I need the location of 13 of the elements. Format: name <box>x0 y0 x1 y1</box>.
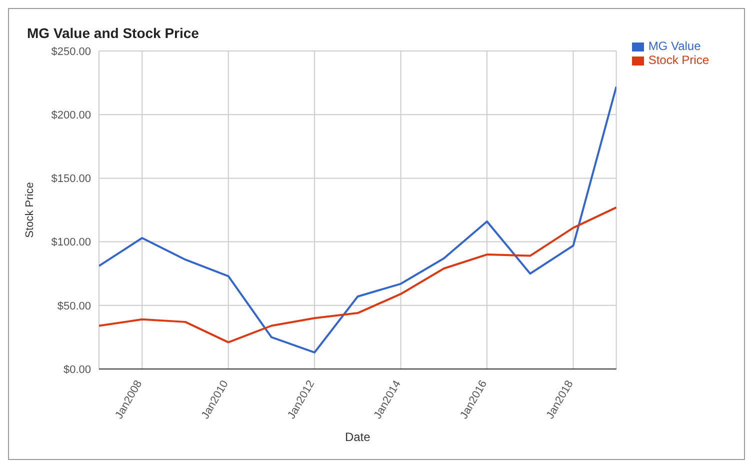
line-series <box>99 206 616 344</box>
y-tick-label: $150.00 <box>51 173 91 186</box>
y-tick-label: $200.00 <box>51 110 91 122</box>
legend-label: Stock Price <box>648 53 709 67</box>
y-tick-label: $50.00 <box>57 300 91 312</box>
y-tick-label: $250.00 <box>51 46 91 58</box>
legend-label: MG Value <box>648 39 701 53</box>
y-tick-label: $0.00 <box>63 364 91 376</box>
chart-title: MG Value and Stock Price <box>27 25 199 41</box>
line-series <box>99 86 616 354</box>
y-tick-label: $100.00 <box>51 236 91 249</box>
y-axis-title: Stock Price <box>24 182 36 238</box>
x-axis-title: Date <box>344 430 371 444</box>
